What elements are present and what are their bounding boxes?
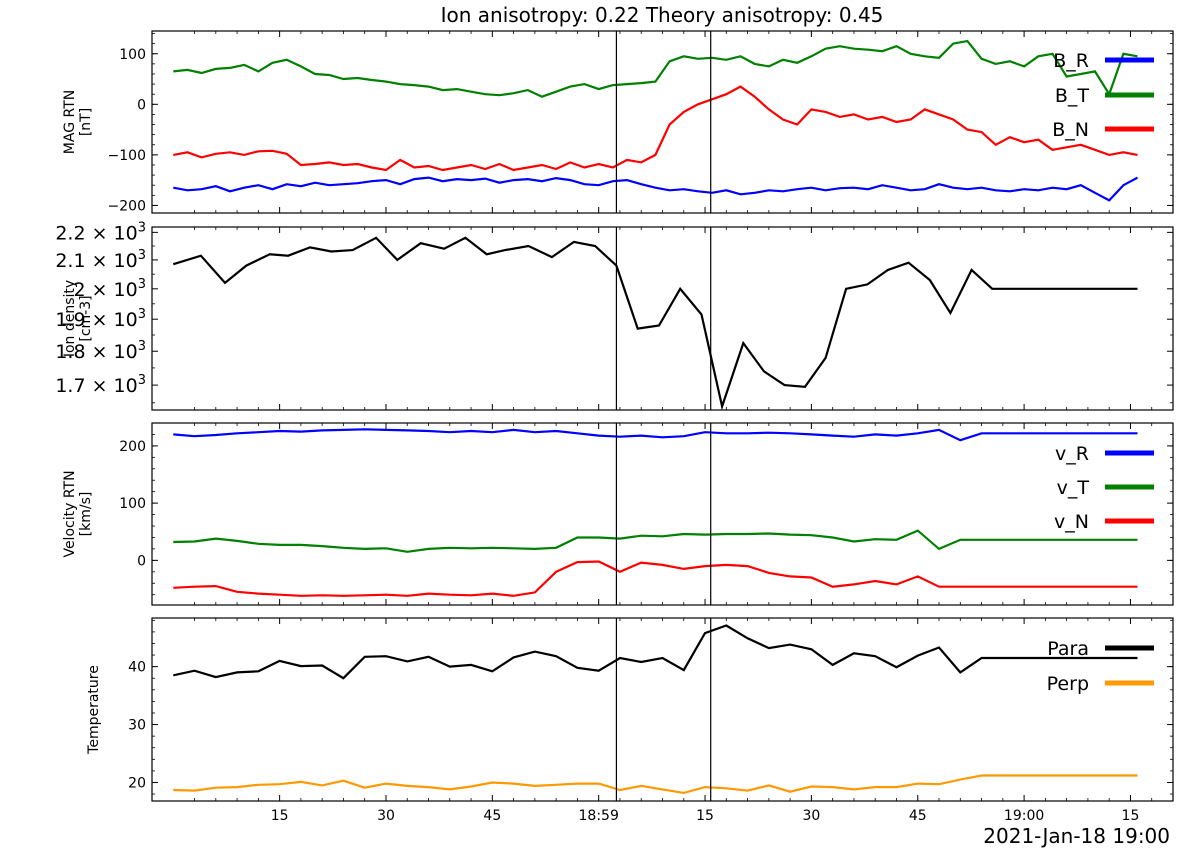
panels: 100 0 −100 −200 MAG RTN[nT] B_R B_T B_N 2.2 × 10… — [55, 30, 1174, 824]
series-line-v-t — [173, 529, 1138, 553]
x-tick-label: 15 — [271, 808, 289, 824]
y-tick-label: 40 — [128, 660, 146, 676]
mag-panel: 100 0 −100 −200 MAG RTN[nT] B_R B_T B_N — [62, 30, 1174, 214]
y-tick-label: 2 × 103 — [73, 277, 146, 301]
y-tick-label: 200 — [119, 439, 146, 455]
series-line-para — [173, 624, 1138, 680]
x-tick-label: 15 — [696, 808, 714, 824]
y-tick-label: 0 — [137, 553, 146, 569]
legend-label: B_N — [1052, 119, 1089, 141]
y-tick-label: 1.7 × 103 — [55, 373, 146, 397]
series-line-b-t — [173, 39, 1138, 98]
series-line-b-n — [173, 85, 1138, 172]
y-tick-label: 100 — [119, 47, 146, 63]
x-tick-label: 45 — [909, 808, 927, 824]
y-tick-label: 30 — [128, 718, 146, 734]
y-tick-label: 0 — [137, 97, 146, 113]
panel-frame — [151, 422, 1174, 606]
y-axis-label: Velocity RTN[km/s] — [62, 470, 94, 557]
y-axis-label: MAG RTN[nT] — [62, 90, 94, 154]
x-tick-label: 18:59 — [579, 808, 619, 824]
panel-frame — [151, 617, 1174, 802]
temperature-panel: 15 30 45 18:59 15 30 45 19:00 15 40 30 20 Temperatur… — [86, 617, 1174, 824]
y-tick-label: 20 — [128, 775, 146, 791]
x-tick-label: 45 — [483, 808, 501, 824]
y-axis-label: Temperature — [86, 665, 102, 755]
legend-label: v_R — [1055, 443, 1089, 465]
series-line-perp — [173, 774, 1138, 795]
y-tick-label: 1.8 × 103 — [55, 339, 146, 363]
x-tick-label: 15 — [1122, 808, 1140, 824]
legend-label: v_T — [1057, 477, 1090, 499]
panel-frame — [151, 30, 1174, 214]
series-line-v-r — [173, 428, 1138, 442]
legend-label: B_T — [1055, 85, 1090, 107]
panel-frame — [151, 226, 1174, 411]
y-tick-label: −200 — [108, 198, 146, 214]
x-tick-label: 19:00 — [1004, 808, 1044, 824]
legend-label: B_R — [1053, 50, 1089, 72]
legend-label: Para — [1047, 638, 1089, 660]
series-line-v-n — [173, 560, 1138, 597]
x-tick-label: 30 — [802, 808, 820, 824]
legend-label: v_N — [1054, 511, 1089, 533]
x-tick-label: 30 — [377, 808, 395, 824]
y-tick-label: 2.1 × 103 — [55, 248, 146, 272]
density-panel: 2.2 × 103 2.1 × 103 2 × 103 1.9 × 103 1.8 × … — [55, 220, 1174, 411]
velocity-panel: 200 100 0 Velocity RTN[km/s] v_R v_T v_N — [62, 422, 1174, 606]
series-line-density — [172, 236, 1138, 410]
time-axis-label: 2021-Jan-18 19:00 — [983, 824, 1170, 848]
y-tick-label: 1.9 × 103 — [55, 307, 146, 331]
figure-title: Ion anisotropy: 0.22 Theory anisotropy: … — [441, 3, 884, 27]
series-line-b-r — [173, 176, 1139, 202]
y-tick-label: 100 — [119, 496, 146, 512]
legend-label: Perp — [1047, 673, 1089, 695]
y-tick-label: −100 — [108, 148, 146, 164]
y-tick-label: 2.2 × 103 — [55, 220, 146, 244]
y-axis-label: Ion density[cm-3] — [62, 280, 94, 357]
